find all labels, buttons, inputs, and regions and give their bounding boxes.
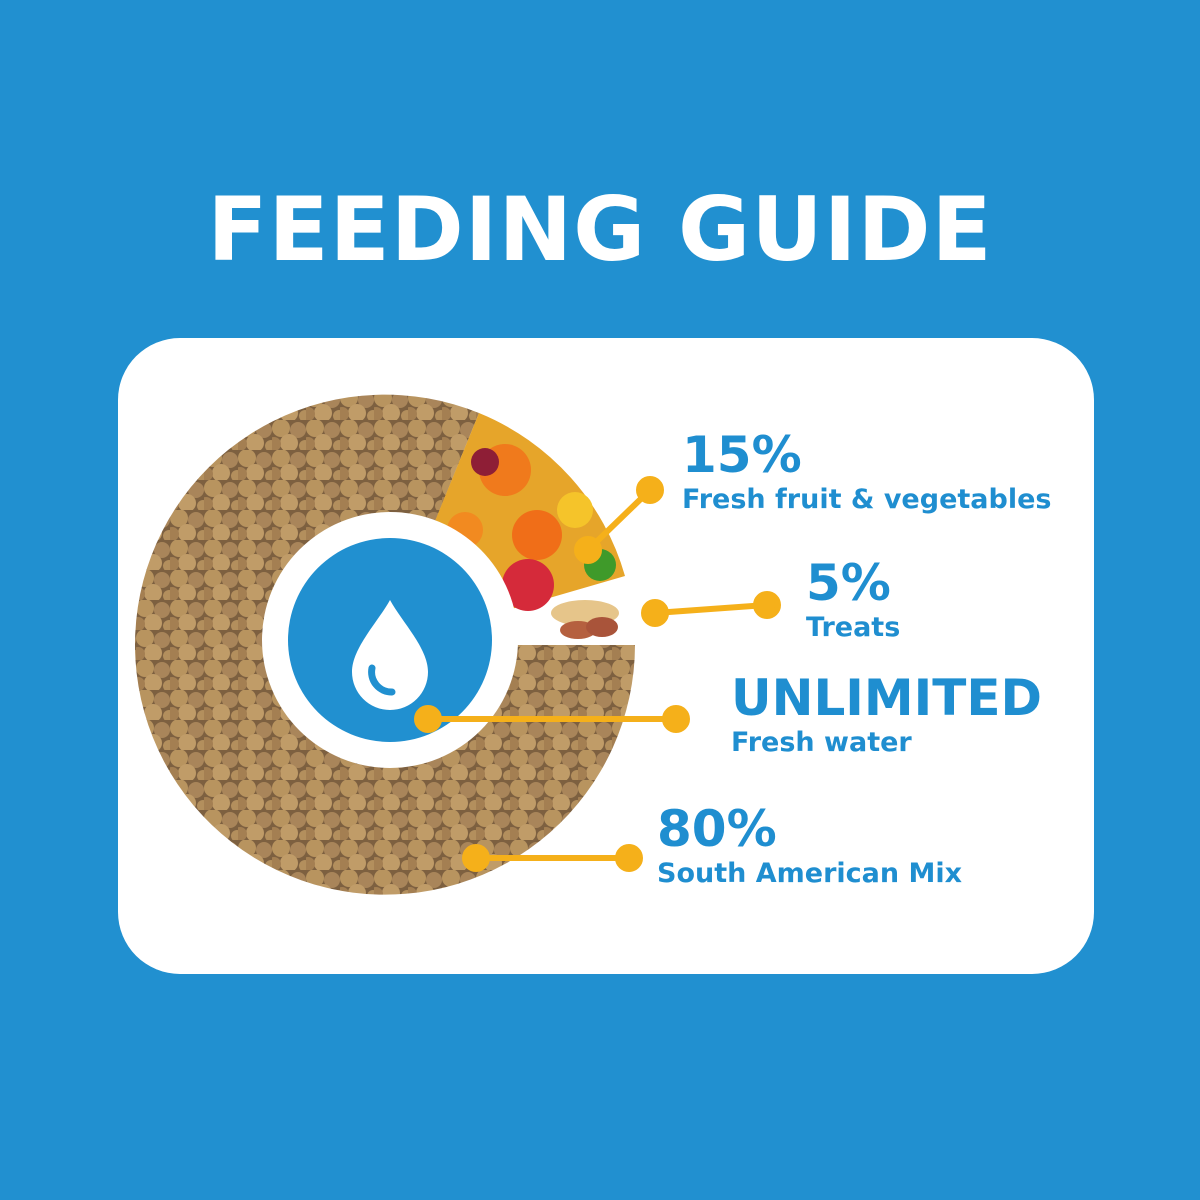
segment-value: 80% bbox=[657, 800, 777, 858]
segment-value: UNLIMITED bbox=[731, 669, 1043, 727]
page-title: FEEDING GUIDE bbox=[207, 178, 993, 281]
connector-fruit bbox=[574, 476, 664, 564]
segment-value: 5% bbox=[806, 554, 891, 612]
segment-value: 15% bbox=[682, 426, 802, 484]
segment-label: Fresh water bbox=[731, 727, 912, 758]
peanuts-image bbox=[551, 600, 619, 639]
segment-label: Fresh fruit & vegetables bbox=[682, 484, 1052, 515]
connector-kibble bbox=[462, 844, 643, 872]
segment-treats: 5% Treats bbox=[806, 555, 900, 645]
segment-label: Treats bbox=[806, 612, 901, 643]
segment-water: UNLIMITED Fresh water bbox=[731, 670, 1042, 760]
connector-treats bbox=[641, 591, 781, 627]
segment-fruit: 15% Fresh fruit & vegetables bbox=[682, 427, 1051, 517]
water-drop-icon bbox=[352, 600, 428, 710]
segment-kibble: 80% South American Mix bbox=[657, 801, 962, 891]
segment-label: South American Mix bbox=[657, 858, 963, 889]
connector-water bbox=[414, 705, 690, 733]
fruit-segment bbox=[433, 413, 625, 611]
